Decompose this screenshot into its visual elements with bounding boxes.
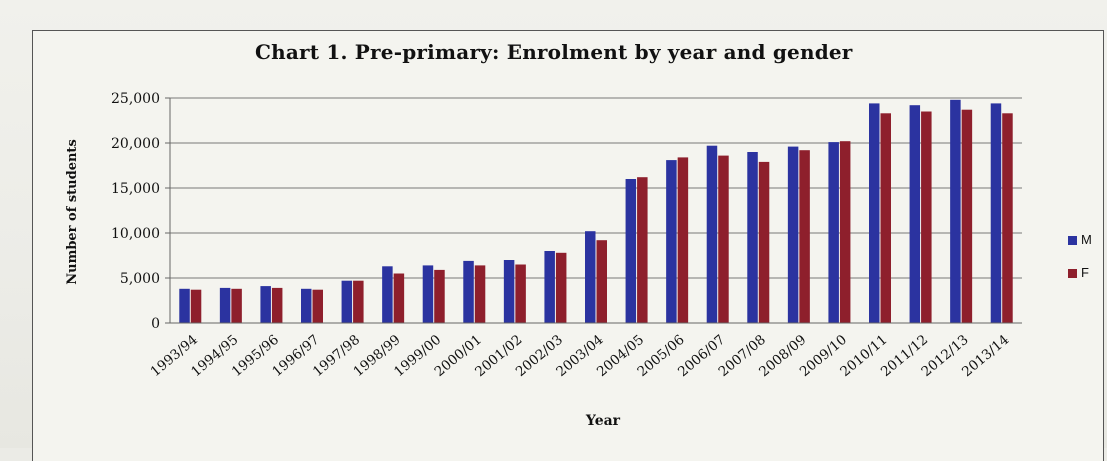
bar-f-1997/98	[353, 280, 364, 323]
bar-f-2009/10	[839, 141, 851, 323]
bar-f-2012/13	[961, 109, 973, 323]
y-tick-label: 25,000	[111, 91, 160, 107]
bar-f-1999/00	[434, 269, 445, 323]
legend-label-f: F	[1081, 265, 1089, 280]
legend-swatch-m	[1068, 236, 1077, 246]
bar-f-2010/11	[880, 113, 891, 323]
bar-m-2007/08	[747, 152, 758, 323]
bar-m-2000/01	[463, 260, 474, 323]
y-tick-label: 5,000	[120, 271, 160, 287]
bar-m-2010/11	[869, 103, 880, 324]
bar-chart: 0 5,000 10,000 15,000 20,000 25,000 1993/9419…	[65, 91, 1022, 429]
y-tick-label: 0	[151, 316, 160, 332]
y-tick-label: 15,000	[111, 181, 160, 197]
bar-m-2002/03	[544, 251, 555, 323]
y-tick-label: 10,000	[111, 226, 160, 242]
legend-item-m: M	[1068, 232, 1092, 247]
bar-m-1995/96	[260, 286, 271, 323]
bar-m-2001/02	[503, 260, 515, 323]
bar-f-2003/04	[596, 240, 607, 323]
bar-f-2001/02	[515, 264, 526, 323]
bar-m-2006/07	[706, 145, 718, 323]
bar-m-2005/06	[666, 160, 677, 323]
bar-m-2004/05	[625, 179, 637, 323]
bar-f-1995/96	[271, 287, 283, 323]
y-axis-ticks: 0 5,000 10,000 15,000 20,000 25,000	[111, 91, 170, 332]
legend-swatch-f	[1068, 269, 1077, 279]
y-axis-label: Number of students	[65, 139, 80, 285]
bar-m-1999/00	[422, 265, 434, 323]
bar-f-1993/94	[190, 289, 202, 323]
bar-m-1994/95	[219, 287, 231, 323]
bar-f-2002/03	[555, 252, 567, 323]
bar-m-2009/10	[828, 142, 839, 323]
bar-f-2006/07	[718, 155, 729, 323]
bar-m-2003/04	[585, 231, 596, 323]
legend-item-f: F	[1068, 265, 1089, 280]
bar-f-2005/06	[677, 157, 689, 323]
bar-f-1996/97	[312, 289, 323, 323]
chart-title: Chart 1. Pre-primary: Enrolment by year …	[255, 40, 853, 64]
gridlines	[170, 97, 1022, 279]
y-tick-label: 20,000	[111, 136, 160, 152]
legend-label-m: M	[1081, 232, 1092, 247]
bar-m-1993/94	[179, 288, 190, 323]
bar-f-2008/09	[799, 150, 810, 323]
bar-m-1996/97	[301, 288, 312, 323]
x-axis-label: Year	[585, 413, 621, 429]
bar-f-2013/14	[1002, 113, 1013, 323]
bar-f-2000/01	[474, 265, 486, 323]
bar-f-2007/08	[758, 161, 770, 323]
bar-m-2008/09	[787, 146, 799, 323]
bar-f-2004/05	[637, 177, 648, 323]
bar-f-2011/12	[921, 111, 932, 323]
bar-m-1997/98	[341, 280, 353, 323]
bars	[179, 99, 1013, 324]
bar-m-2011/12	[909, 105, 921, 323]
bar-m-1998/99	[382, 266, 393, 323]
bar-f-1994/95	[231, 288, 242, 323]
bar-m-2013/14	[990, 103, 1002, 324]
bar-m-2012/13	[950, 99, 961, 323]
bar-f-1998/99	[393, 273, 405, 323]
x-axis-ticks: 1993/941994/951995/961996/971997/981998/…	[148, 332, 1013, 380]
